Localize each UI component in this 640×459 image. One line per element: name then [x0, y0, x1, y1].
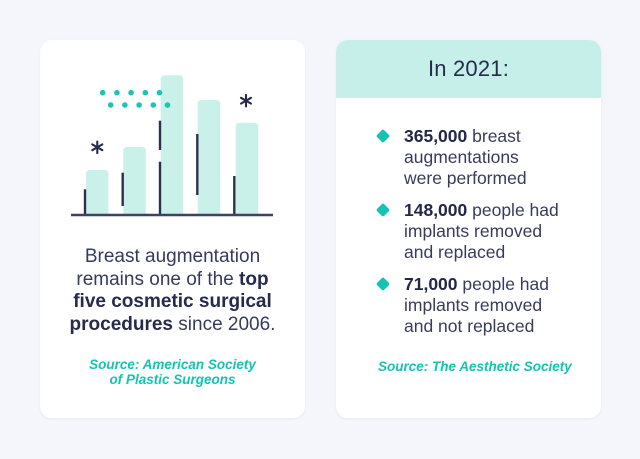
bar-3 — [160, 75, 184, 216]
bar-2 — [123, 147, 146, 216]
chart-accent-lines — [83, 120, 236, 215]
right-card: In 2021: 365,000 breast augmentations we… — [336, 40, 601, 418]
header-band: In 2021: — [336, 40, 601, 98]
left-source: Source: American Society of Plastic Surg… — [89, 357, 256, 387]
diamond-bullet-icon — [375, 128, 391, 144]
stats-list: 365,000 breast augmentations were perfor… — [336, 98, 601, 374]
bar-1 — [86, 170, 109, 216]
dots-pattern — [99, 89, 171, 108]
bar-5 — [235, 122, 259, 216]
statement-text: Breast augmentation remains one of the t… — [54, 246, 291, 336]
statement-line-4: procedures since 2006. — [69, 313, 276, 335]
left-card: Breast augmentation remains one of the t… — [40, 40, 305, 418]
stat-text: 71,000 people had implants removed and n… — [404, 274, 550, 336]
asterisk-icon — [91, 93, 253, 155]
stat-text: 148,000 people had implants removed and … — [404, 200, 559, 262]
right-source: Source: The Aesthetic Society — [378, 359, 572, 374]
list-item: 71,000 people had implants removed and n… — [375, 274, 585, 337]
stat-text: 365,000 breast augmentations were perfor… — [404, 126, 527, 188]
bar-chart-illustration — [71, 75, 273, 217]
statement-line-2: remains one of the top — [76, 268, 269, 290]
chart-bars — [86, 75, 259, 216]
list-item: 365,000 breast augmentations were perfor… — [375, 126, 585, 189]
statement-line-3: five cosmetic surgical — [73, 291, 272, 312]
statement-line-1: Breast augmentation — [84, 246, 261, 267]
bar-4 — [197, 100, 221, 216]
diamond-bullet-icon — [375, 202, 391, 218]
diamond-bullet-icon — [375, 276, 391, 292]
list-item: 148,000 people had implants removed and … — [375, 200, 585, 263]
header-title: In 2021: — [427, 56, 510, 81]
